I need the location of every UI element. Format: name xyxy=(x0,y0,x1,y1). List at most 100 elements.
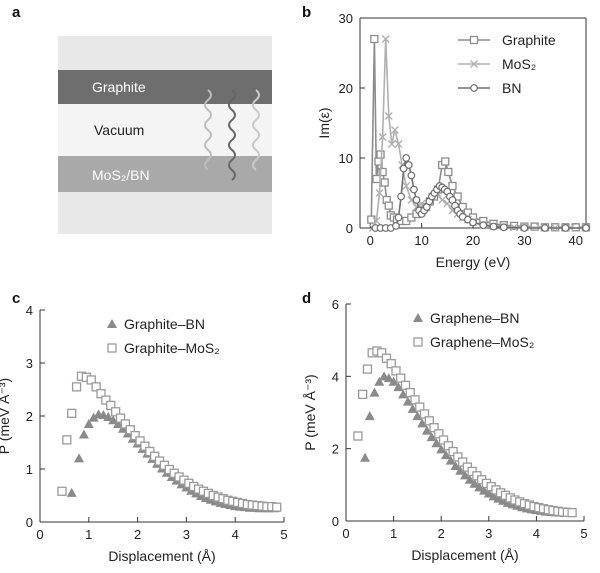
data-point-0 xyxy=(479,485,490,495)
data-point-1 xyxy=(101,395,111,405)
substrate-layer xyxy=(58,156,272,192)
y-tick-label: 20 xyxy=(339,81,353,96)
data-point-0 xyxy=(450,461,461,471)
data-point-1 xyxy=(62,435,72,445)
x-tick-label: 3 xyxy=(183,527,190,542)
data-point-0 xyxy=(74,453,85,463)
legend-label-1: Graphene–MoS₂ xyxy=(430,334,534,350)
legend-marker-1 xyxy=(413,337,423,347)
data-point-0 xyxy=(113,418,124,428)
data-point-0 xyxy=(83,418,94,428)
x-tick-label: 1 xyxy=(390,526,397,541)
x-axis-label: Displacement (Å) xyxy=(411,547,518,563)
data-point-2 xyxy=(407,171,416,180)
data-point-1 xyxy=(384,112,393,120)
data-point-1 xyxy=(120,419,131,429)
legend-label-0: Graphene–BN xyxy=(430,310,520,326)
wave-middle xyxy=(228,89,236,181)
data-point-1 xyxy=(71,382,82,392)
x-tick-label: 0 xyxy=(36,527,43,542)
data-point-1 xyxy=(390,126,399,134)
data-point-2 xyxy=(489,222,498,231)
legend-marker-0 xyxy=(413,313,423,322)
x-axis-label: Displacement (Å) xyxy=(108,548,215,564)
x-tick-label: 4 xyxy=(533,526,540,541)
data-point-0 xyxy=(367,215,376,224)
data-point-0 xyxy=(88,412,99,422)
data-point-1 xyxy=(400,380,411,391)
data-point-0 xyxy=(440,450,451,460)
data-point-2 xyxy=(392,221,400,230)
data-point-2 xyxy=(541,224,549,232)
x-tick-label: 1 xyxy=(85,527,92,542)
data-point-0 xyxy=(469,478,480,488)
data-point-2 xyxy=(412,196,421,204)
data-point-1 xyxy=(396,373,406,383)
x-tick-label: 10 xyxy=(414,233,428,248)
legend-label-1: Graphite–MoS₂ xyxy=(124,340,220,356)
data-point-1 xyxy=(135,436,145,446)
panel-letter-a: a xyxy=(12,4,21,21)
data-point-1 xyxy=(453,452,463,462)
data-point-2 xyxy=(404,161,413,169)
panel-letter-d: d xyxy=(302,290,312,307)
data-point-0 xyxy=(426,432,437,442)
data-point-1 xyxy=(96,389,106,399)
data-point-1 xyxy=(415,402,425,412)
y-tick-label: 0 xyxy=(332,514,339,529)
schematic-svg xyxy=(58,36,272,234)
y-tick-label: 0 xyxy=(346,221,353,236)
data-point-1 xyxy=(381,353,392,363)
data-point-1 xyxy=(57,486,67,496)
x-tick-label: 20 xyxy=(466,233,480,248)
data-point-1 xyxy=(391,366,401,376)
data-point-0 xyxy=(369,387,380,397)
x-tick-label: 5 xyxy=(580,526,587,541)
wave-left xyxy=(204,89,212,171)
data-point-1 xyxy=(386,359,396,369)
chart-c-graphite-pressure: 0 1 2 3 4 5 0 1 2 3 4 Displacement (Å) P (meV Å⁻³) Gr… xyxy=(0,303,288,564)
data-point-1 xyxy=(130,430,140,441)
data-point-1 xyxy=(67,408,77,418)
data-point-1 xyxy=(358,389,368,400)
y-axis-label: P (meV Å⁻³) xyxy=(302,374,318,450)
data-point-1 xyxy=(567,508,577,518)
data-point-2 xyxy=(479,221,488,230)
data-point-1 xyxy=(86,375,96,385)
data-point-2 xyxy=(410,185,418,194)
data-point-0 xyxy=(483,488,494,498)
data-point-0 xyxy=(388,376,399,386)
layer-label-graphite: Graphite xyxy=(92,79,146,95)
y-axis-label: Im(ε) xyxy=(316,107,332,138)
data-point-1 xyxy=(457,457,468,467)
data-point-1 xyxy=(115,413,126,423)
data-point-0 xyxy=(509,221,519,231)
x-axis-label: Energy (eV) xyxy=(436,254,511,270)
data-point-2 xyxy=(469,218,477,227)
legend-marker-1 xyxy=(107,343,117,353)
y-tick-label: 2 xyxy=(332,442,339,457)
data-point-1 xyxy=(372,217,381,225)
data-point-0 xyxy=(380,178,389,187)
data-point-2 xyxy=(394,213,403,222)
data-point-2 xyxy=(397,192,405,201)
data-point-0 xyxy=(441,157,450,166)
data-point-0 xyxy=(370,34,379,44)
data-point-0 xyxy=(455,465,466,475)
data-point-1 xyxy=(405,387,415,398)
data-point-1 xyxy=(150,451,160,461)
data-point-0 xyxy=(436,444,447,454)
panel-letter-b: b xyxy=(302,4,312,21)
data-point-1 xyxy=(394,140,403,148)
schematic-panel: Graphite Vacuum MoS₂/BN xyxy=(58,36,272,234)
x-tick-label: 2 xyxy=(134,527,141,542)
data-point-2 xyxy=(561,224,570,232)
y-axis-label: P (meV Å⁻³) xyxy=(0,378,12,454)
data-point-0 xyxy=(378,167,387,177)
legend-marker-0 xyxy=(469,35,479,45)
y-tick-label: 1 xyxy=(26,462,33,477)
series-line-1 xyxy=(372,38,586,229)
vacuum-layer xyxy=(58,104,272,156)
x-tick-label: 5 xyxy=(280,527,287,542)
data-point-1 xyxy=(378,133,387,141)
